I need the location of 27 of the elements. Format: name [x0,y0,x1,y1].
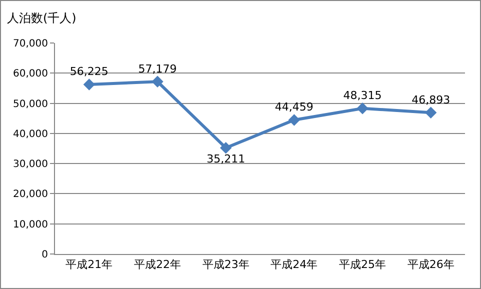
data-label: 57,179 [138,62,177,76]
x-tick-label: 平成22年 [134,258,181,272]
point [288,114,300,126]
x-tick-label: 平成23年 [202,258,250,272]
x-tick-label: 平成24年 [270,258,318,272]
y-tick-label: 60,000 [13,68,48,80]
y-tick-label: 30,000 [13,159,48,170]
y-tick-label: 40,000 [13,128,48,140]
data-label: 56,225 [70,65,108,78]
y-tick-label: 20,000 [13,189,48,200]
data-label: 46,893 [412,93,450,106]
data-label: 35,211 [206,152,246,166]
point [220,142,232,154]
x-tick-label: 平成25年 [339,258,386,272]
data-label: 48,315 [343,88,382,102]
point [83,78,96,90]
data-label: 44,459 [274,100,314,114]
y-tick-label: 10,000 [13,219,48,230]
x-tick-label: 平成26年 [407,258,454,272]
y-tick-label: 70,000 [13,38,48,50]
y-axis-title: 人泊数(千人) [7,11,76,25]
point [356,102,368,114]
x-tick-label: 平成21年 [66,258,113,272]
point [152,76,164,88]
y-tick-label: 50,000 [13,98,48,110]
point [424,106,437,118]
y-tick-label: 0 [42,250,48,260]
